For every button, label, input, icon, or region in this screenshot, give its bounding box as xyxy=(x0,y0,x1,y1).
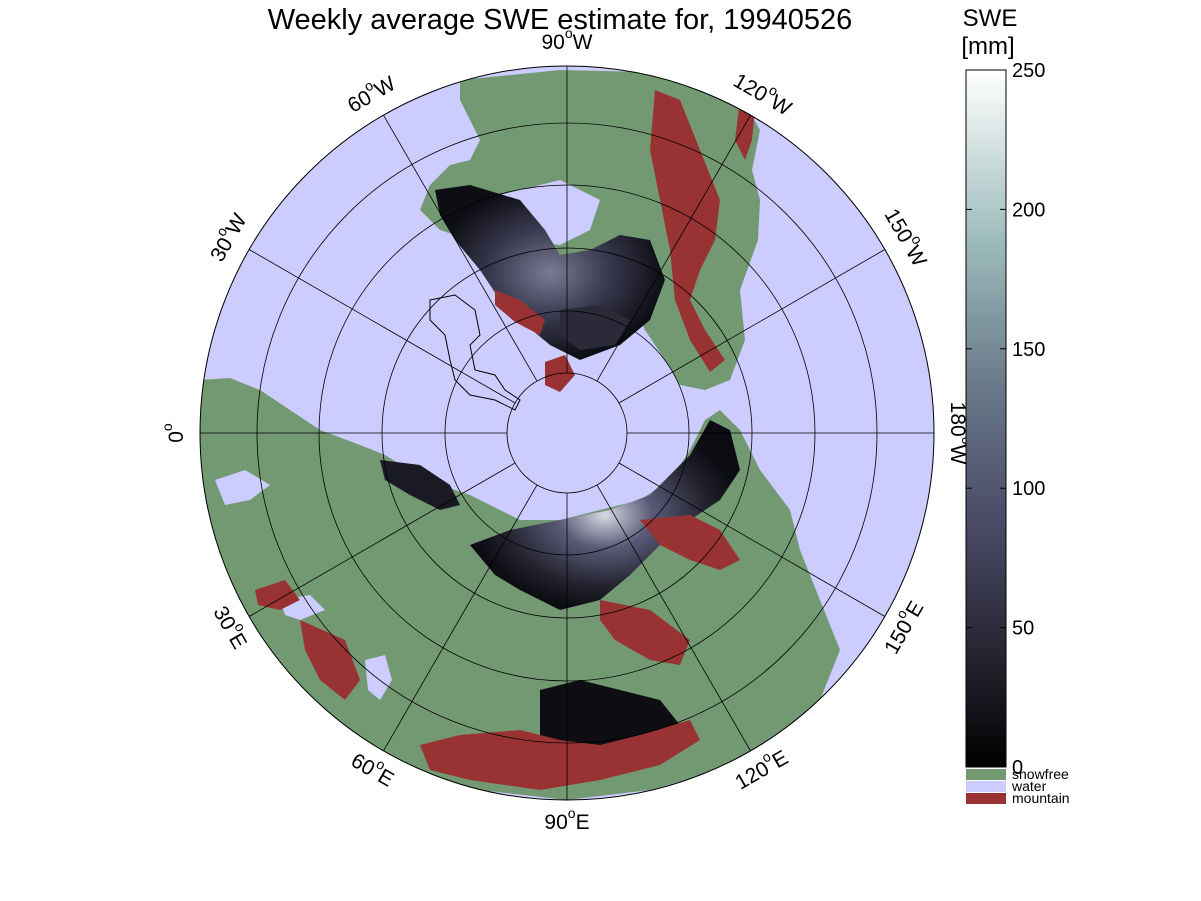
mountain-mongolia xyxy=(600,600,690,665)
graticule xyxy=(200,66,934,800)
meridian-line xyxy=(618,249,886,404)
legend-swatch-snowfree xyxy=(966,769,1006,780)
meridian-line xyxy=(596,484,751,752)
colorbar-tick-label: 200 xyxy=(1012,199,1045,221)
map-border xyxy=(199,65,935,801)
mountain-baffin xyxy=(495,290,545,335)
longitude-label: 90oW xyxy=(542,25,593,54)
longitude-label: 0o xyxy=(159,423,188,443)
legend-swatch-water xyxy=(966,781,1006,792)
legend-swatch-mountain xyxy=(966,793,1006,804)
colorbar-title-line1: SWE xyxy=(963,5,1018,32)
mountain-rockies xyxy=(650,90,725,372)
mountain-himalaya xyxy=(420,720,700,790)
mountain-east-siberia xyxy=(640,515,740,570)
meridian-line xyxy=(596,114,751,382)
map-title: Weekly average SWE estimate for, 1994052… xyxy=(267,4,853,36)
greenland-outline xyxy=(429,294,521,411)
meridian-line xyxy=(383,114,538,382)
colorbar-tick-label: 250 xyxy=(1012,60,1045,82)
meridian-line xyxy=(618,462,886,617)
meridian-line xyxy=(248,249,516,404)
longitude-label: 60oW xyxy=(341,67,400,118)
colorbar-tick-label: 50 xyxy=(1012,618,1034,640)
water-mediterranean xyxy=(215,470,270,505)
colorbar-tick-label: 100 xyxy=(1012,478,1045,500)
colorbar: SWE [mm] 0 50 100 150 200 250 snowfreewatermo… xyxy=(961,5,1069,806)
colorbar-gradient xyxy=(965,69,1007,768)
colorbar-title-line2: [mm] xyxy=(961,33,1014,60)
legend-label-mountain: mountain xyxy=(1012,790,1070,806)
legend-label-water: water xyxy=(1011,778,1047,794)
meridian-line xyxy=(248,462,516,617)
map-disc xyxy=(200,66,934,800)
mountain-caucasus xyxy=(300,620,360,700)
colorbar-ticks: 0 50 100 150 200 250 xyxy=(966,60,1045,779)
legend-label-snowfree: snowfree xyxy=(1012,766,1069,782)
mountain-alps xyxy=(255,580,300,610)
water-caspian xyxy=(365,655,392,700)
snow-siberia xyxy=(470,420,740,610)
snow-scandinavia xyxy=(380,460,460,510)
colorbar-tick-label: 150 xyxy=(1012,339,1045,361)
longitude-label: 90oE xyxy=(544,805,589,834)
longitude-label: 30oW xyxy=(201,207,252,266)
snow-svalbard-islands xyxy=(560,305,630,350)
meridian-line xyxy=(383,484,538,752)
colorbar-tick-label: 0 xyxy=(1012,757,1023,779)
